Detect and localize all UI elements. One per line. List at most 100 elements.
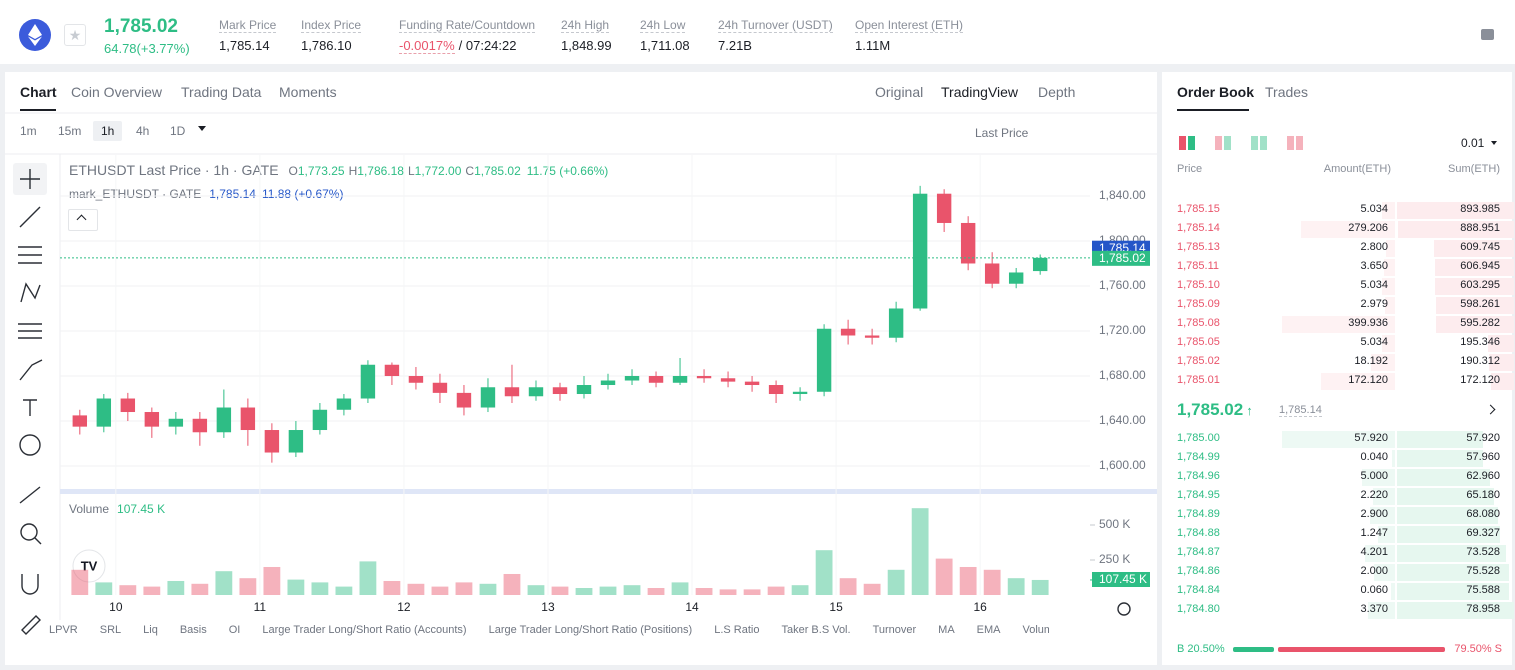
interval[interactable]: 4h [136,124,150,138]
legend-key: L [407,164,415,178]
chart-tab[interactable]: Moments [279,84,337,100]
stat-label: 24h Turnover (USDT) [718,18,833,33]
book-amount: 279.206 [1348,222,1388,234]
mark-change: 11.88 (+0.67%) [261,187,344,201]
book-view-icon[interactable] [1287,136,1303,150]
settings-icon[interactable] [1117,602,1131,616]
interval[interactable]: 1m [20,124,37,138]
y-tick-label: 1,840.00 [1099,188,1146,202]
volume-bar [287,579,305,595]
book-price: 1,785.08 [1177,317,1220,329]
book-view-icon[interactable] [1251,136,1267,150]
volume-bar [767,586,785,595]
volume-bar [743,589,761,595]
candle-body [408,376,424,383]
chart-tab[interactable]: Trading Data [181,84,262,100]
amount-depth-bar [1370,354,1395,371]
volume-bar [71,569,89,595]
precision[interactable]: 0.01 [1461,136,1485,150]
stat-value: 1,786.10 [301,38,352,53]
legend-key: C [465,164,475,178]
book-price: 1,785.05 [1177,336,1220,348]
interval[interactable]: 15m [58,124,82,138]
candle-body [984,263,1000,284]
book-tab[interactable]: Order Book [1177,84,1255,100]
candle-body [960,222,976,264]
buy-ratio: B 20.50% [1177,643,1225,655]
volume-bar [959,566,977,595]
interval[interactable]: 1h [93,121,123,141]
volume-bar [887,569,905,595]
sum-depth-bar [1397,583,1509,600]
book-sum: 888.951 [1460,222,1500,234]
book-view-icon[interactable] [1215,136,1231,150]
stat-value: 1.11M [855,38,890,53]
candle-body [624,376,640,381]
favorite[interactable]: ★ [64,24,86,46]
sum-depth-bar [1397,602,1514,619]
indicator: Liq [143,624,158,636]
layout-icon[interactable] [1481,29,1494,40]
price-source[interactable]: Last Price [975,126,1029,140]
amount-depth-bar [1300,221,1395,238]
col-header: Sum(ETH) [1448,163,1500,175]
mark-legend: mark_ETHUSDT · GATE 1,785.14 11.88 (+0.67%… [69,187,343,201]
book-sum: 606.945 [1460,260,1500,272]
candle-body [528,387,544,397]
book-amount: 2.220 [1360,489,1388,501]
indicator: EMA [976,624,1001,636]
chart-tab[interactable]: Chart [20,84,57,100]
book-amount: 57.920 [1354,432,1388,444]
svg-text:TV: TV [81,558,98,573]
buy-bar [1233,647,1275,652]
volume-bar [359,561,377,595]
amount-depth-bar [1382,202,1395,219]
sum-depth-bar [1434,259,1514,276]
indicator-strip: LPVR SRL Liq Basis OI Large Trader Long/Short… [49,624,1049,636]
sum-depth-bar [1489,354,1514,371]
x-tick-label: 15 [829,600,843,614]
book-price: 1,785.09 [1177,298,1220,310]
book-tab[interactable]: Trades [1265,84,1309,100]
volume-bar [143,586,161,595]
volume-bar [671,582,689,595]
amount-depth-bar [1364,545,1395,562]
book-amount: 1.247 [1360,527,1388,539]
book-price: 1,784.95 [1177,489,1220,501]
volume-bar [911,508,929,595]
volume-tag-label: 107.45 K [1099,572,1147,586]
book-sum: 595.282 [1460,317,1500,329]
mark-value: 1,785.14 [209,187,256,201]
book-view-icon[interactable] [1179,136,1195,150]
candle-body [672,376,688,383]
view-tab[interactable]: Depth [1038,84,1076,100]
book-price: 1,784.87 [1177,546,1220,558]
drawing-tools[interactable] [13,163,47,635]
book-price: 1,785.00 [1177,432,1220,444]
sell-pct: 79.50% [1454,643,1492,655]
stat-label: Open Interest (ETH) [855,18,964,33]
volume-bar [215,571,233,595]
chart-tab[interactable]: Coin Overview [71,84,163,100]
sell-ratio: 79.50% S [1450,643,1502,655]
sum-depth-bar [1397,469,1491,486]
stat-value: 1,848.99 [561,38,612,53]
view-tab[interactable]: TradingView [941,84,1019,100]
sum-depth-bar [1397,450,1483,467]
book-amount: 2.979 [1360,298,1388,310]
book-sum: 69.327 [1466,527,1500,539]
book-sum: 195.346 [1460,336,1500,348]
view-tab[interactable]: Original [875,84,924,100]
volume-bar [623,585,641,595]
legend-value: 1,785.02 [474,164,521,178]
legend-value: 1,786.18 [357,164,404,178]
stat-value: 7.21B [718,38,752,53]
candle-body [864,335,880,338]
legend-key: H [348,164,358,178]
volume-title: Volume [69,502,110,516]
collapse-btn[interactable] [68,209,98,231]
stat-label: Index Price [301,18,362,33]
interval[interactable]: 1D [170,124,186,138]
sum-depth-bar [1397,488,1494,505]
indicator: L.S Ratio [714,624,760,636]
